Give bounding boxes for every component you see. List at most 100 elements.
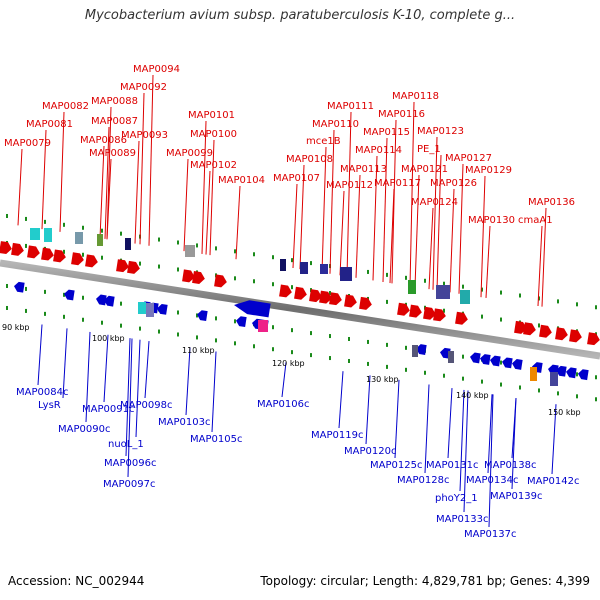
feature-box bbox=[75, 232, 83, 244]
forward-gene-label: PE_1 bbox=[417, 144, 441, 155]
guide-dot bbox=[101, 228, 103, 233]
forward-gene-label: MAP0123 bbox=[417, 126, 464, 137]
forward-gene-arrow bbox=[423, 306, 436, 320]
forward-gene-arrow bbox=[294, 286, 307, 300]
reverse-leader-line bbox=[37, 324, 43, 386]
guide-dot bbox=[139, 326, 141, 331]
forward-leader-line bbox=[321, 146, 327, 273]
forward-gene-label: MAP0130 bbox=[468, 215, 515, 226]
reverse-leader-line bbox=[365, 375, 371, 445]
guide-dot bbox=[310, 353, 312, 358]
reverse-gene-arrow bbox=[197, 310, 208, 322]
forward-gene-label: MAP0100 bbox=[190, 129, 237, 140]
guide-dot bbox=[6, 213, 8, 218]
forward-gene-label: MAP0087 bbox=[91, 116, 138, 127]
forward-leader-line bbox=[480, 175, 486, 298]
guide-dot bbox=[234, 276, 236, 281]
guide-dot bbox=[481, 287, 483, 292]
feature-box bbox=[448, 351, 454, 363]
forward-leader-line bbox=[41, 129, 47, 230]
guide-dot bbox=[500, 317, 502, 322]
reverse-gene-arrow bbox=[511, 359, 523, 370]
forward-leader-line bbox=[449, 188, 455, 293]
guide-dot bbox=[25, 286, 27, 291]
forward-gene-label: MAP0118 bbox=[392, 91, 439, 102]
guide-dot bbox=[557, 299, 559, 304]
forward-leader-line bbox=[209, 139, 215, 256]
guide-dot bbox=[291, 350, 293, 355]
guide-dot bbox=[500, 290, 502, 295]
forward-gene-label: MAP0081 bbox=[26, 119, 73, 130]
reverse-gene-arrow bbox=[416, 344, 427, 355]
feature-box bbox=[185, 245, 195, 257]
reverse-gene-label: MAP0103c bbox=[158, 417, 210, 428]
guide-dot bbox=[348, 358, 350, 363]
guide-dot bbox=[82, 295, 84, 300]
forward-gene-arrow bbox=[569, 329, 582, 343]
reverse-leader-line bbox=[144, 341, 150, 399]
kbp-tick-label: 140 kbp bbox=[456, 391, 489, 400]
forward-gene-arrow bbox=[192, 270, 205, 284]
reverse-leader-line bbox=[281, 362, 287, 398]
guide-dot bbox=[538, 296, 540, 301]
forward-gene-arrow bbox=[329, 292, 342, 306]
feature-box bbox=[340, 267, 352, 281]
guide-dot bbox=[120, 301, 122, 306]
guide-dot bbox=[44, 289, 46, 294]
forward-gene-arrow bbox=[455, 311, 468, 325]
reverse-gene-label: MAP0119c bbox=[311, 430, 363, 441]
forward-leader-line bbox=[372, 155, 378, 281]
guide-dot bbox=[519, 293, 521, 298]
feature-box bbox=[412, 345, 418, 357]
forward-gene-arrow bbox=[409, 304, 422, 318]
forward-gene-label: MAP0088 bbox=[91, 96, 138, 107]
reverse-gene-label: MAP0096c bbox=[104, 458, 156, 469]
feature-box bbox=[280, 259, 286, 271]
reverse-gene-arrow bbox=[556, 365, 567, 377]
guide-dot bbox=[63, 249, 65, 254]
guide-dot bbox=[367, 269, 369, 274]
guide-dot bbox=[576, 372, 578, 377]
reverse-leader-line bbox=[394, 379, 400, 459]
kbp-tick-label: 110 kbp bbox=[182, 346, 215, 355]
reverse-leader-line bbox=[459, 389, 465, 492]
forward-gene-label: MAP0126 bbox=[430, 178, 477, 189]
guide-dot bbox=[291, 285, 293, 290]
forward-gene-arrow bbox=[279, 284, 292, 298]
guide-dot bbox=[576, 394, 578, 399]
guide-dot bbox=[557, 391, 559, 396]
forward-gene-arrow bbox=[71, 252, 84, 266]
guide-dot bbox=[272, 282, 274, 287]
forward-gene-arrow bbox=[319, 290, 332, 304]
forward-leader-line bbox=[485, 225, 491, 298]
forward-gene-label: mce1B bbox=[306, 136, 341, 147]
forward-gene-label: MAP0101 bbox=[188, 110, 235, 121]
forward-gene-arrow bbox=[41, 247, 54, 261]
guide-dot bbox=[44, 311, 46, 316]
forward-leader-line bbox=[537, 225, 543, 307]
guide-dot bbox=[462, 284, 464, 289]
guide-dot bbox=[63, 292, 65, 297]
reverse-gene-label: MAP0128c bbox=[397, 475, 449, 486]
reverse-gene-label: MAP0137c bbox=[464, 529, 516, 540]
guide-dot bbox=[234, 341, 236, 346]
forward-gene-label: MAP0086 bbox=[80, 135, 127, 146]
forward-gene-label: MAP0107 bbox=[273, 173, 320, 184]
reverse-leader-line bbox=[447, 388, 453, 459]
guide-dot bbox=[462, 376, 464, 381]
forward-gene-label: MAP0104 bbox=[218, 175, 265, 186]
forward-gene-arrow bbox=[433, 308, 446, 322]
forward-gene-arrow bbox=[0, 241, 12, 255]
reverse-leader-line bbox=[125, 338, 131, 457]
guide-dot bbox=[120, 231, 122, 236]
reverse-gene-arrow bbox=[104, 295, 115, 307]
guide-dot bbox=[481, 379, 483, 384]
forward-gene-label: MAP0114 bbox=[355, 145, 402, 156]
guide-dot bbox=[196, 243, 198, 248]
guide-dot bbox=[101, 320, 103, 325]
forward-gene-arrow bbox=[182, 269, 195, 283]
guide-dot bbox=[367, 339, 369, 344]
reverse-gene-arrow bbox=[236, 316, 247, 328]
reverse-leader-line bbox=[488, 394, 494, 528]
